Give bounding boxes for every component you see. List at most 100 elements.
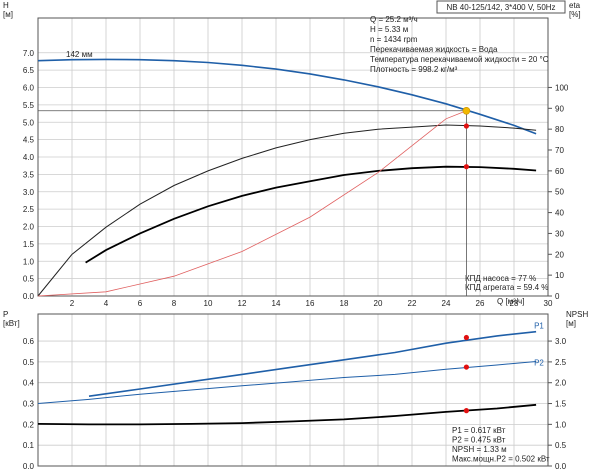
- top-y-right-tick-label: 100: [555, 83, 569, 92]
- top-y-right-tick-label: 20: [555, 250, 564, 259]
- power-marker: [463, 408, 469, 414]
- top-y-right-tick-label: 30: [555, 229, 564, 238]
- top-y-tick-label: 1.5: [23, 240, 35, 249]
- top-annotations: Q = 25.2 м³/чH = 5.33 мn = 1434 rpmПерек…: [370, 15, 549, 74]
- efficiency-marker: [463, 164, 469, 170]
- top-annotation-line: Плотность = 998.2 кг/м³: [370, 65, 458, 74]
- bottom-y-right-tick-label: 0.5: [555, 441, 567, 450]
- top-x-tick-label: 14: [272, 299, 281, 308]
- head-curve: [37, 58, 537, 135]
- top-y-right-tick-label: 50: [555, 188, 564, 197]
- efficiency-marker: [463, 123, 469, 129]
- top-y-right-tick-label: 60: [555, 167, 564, 176]
- bottom-y-tick-label: 0.3: [23, 400, 35, 409]
- top-x-tick-label: 6: [138, 299, 143, 308]
- top-y-right-tick-label: 80: [555, 125, 564, 134]
- top-y-tick-label: 5.5: [23, 101, 35, 110]
- bottom-frame: [37, 313, 549, 467]
- top-x-tick-label: 28: [510, 299, 519, 308]
- top-x-tick-label: 30: [544, 299, 553, 308]
- unit-efficiency-curve: [85, 165, 537, 264]
- bottom-annotation-line: Макс.мощн.P2 = 0.502 кВт: [452, 455, 550, 464]
- top-x-label: Q [м³/ч]: [497, 297, 524, 306]
- top-y-right-tick-label: 70: [555, 146, 564, 155]
- bottom-y-right-tick-label: 1.0: [555, 420, 567, 429]
- bottom-y-right-tick-label: 0.0: [555, 462, 567, 471]
- bottom-y-tick-label: 0.0: [23, 462, 35, 471]
- top-marks: [37, 58, 537, 297]
- top-x-tick-label: 18: [340, 299, 349, 308]
- top-y-right-tick-label: 10: [555, 271, 564, 280]
- bottom-y-tick-label: 0.4: [23, 379, 35, 388]
- top-frame: [37, 17, 549, 297]
- top-y-label-left-name: H: [3, 1, 9, 10]
- bottom-y-right-tick-label: 2.0: [555, 379, 567, 388]
- bottom-y-label-right-unit: [м]: [566, 319, 576, 328]
- top-y-tick-label: 6.0: [23, 84, 35, 93]
- top-x-tick-label: 20: [374, 299, 383, 308]
- bottom-y-right-tick-label: 2.5: [555, 358, 567, 367]
- efficiency-note: КПД насоса = 77 %: [465, 274, 536, 283]
- top-x-tick-label: 12: [238, 299, 247, 308]
- top-chart: NB 40-125/142, 3*400 V, 50Hz H [м] eta […: [3, 0, 581, 308]
- bottom-annotation-line: NPSH = 1.33 м: [452, 445, 507, 454]
- top-x-tick-label: 26: [476, 299, 485, 308]
- top-x-tick-label: 16: [306, 299, 315, 308]
- top-y-label-right-unit: [%]: [569, 10, 581, 19]
- top-x-tick-label: 22: [408, 299, 417, 308]
- top-grid: [37, 17, 552, 297]
- bottom-y-label-right-name: NPSH: [566, 310, 588, 319]
- top-y-right-tick-label: 0: [555, 292, 560, 301]
- bottom-y-tick-label: 0.5: [23, 358, 35, 367]
- top-y-tick-label: 4.0: [23, 153, 35, 162]
- power-marker: [463, 364, 469, 370]
- power-marker: [463, 334, 469, 341]
- top-y-tick-label: 4.5: [23, 136, 35, 145]
- top-annotation-line: H = 5.33 м: [370, 25, 408, 34]
- bottom-y-label-left-unit: [кВт]: [3, 319, 20, 328]
- top-y-tick-label: 1.0: [23, 257, 35, 266]
- duty-point-marker: [462, 106, 471, 115]
- bottom-y-right-tick-label: 1.5: [555, 400, 567, 409]
- p1-curve: [88, 330, 537, 397]
- top-annotation-line: n = 1434 rpm: [370, 35, 418, 44]
- top-x-tick-label: 10: [204, 299, 213, 308]
- top-y-label-left-unit: [м]: [3, 10, 13, 19]
- top-x-tick-label: 4: [104, 299, 109, 308]
- bottom-y-tick-label: 0.2: [23, 420, 35, 429]
- system-curve: [37, 110, 467, 297]
- top-annotation-line: Q = 25.2 м³/ч: [370, 15, 418, 24]
- efficiency-notes: КПД насоса = 77 %КПД агрегата = 59.4 %: [465, 274, 548, 292]
- pump-efficiency-curve: [37, 124, 537, 297]
- series-name-label: P1: [534, 322, 544, 331]
- top-y-tick-label: 3.5: [23, 170, 35, 179]
- bottom-ticks: 0.0 0.1 0.2 0.3 0.4 0.5 0.6 0.0 0.5 1.0 1.5 2.0 2.5 3…: [23, 337, 567, 471]
- top-y-right-tick-label: 90: [555, 104, 564, 113]
- top-y-tick-label: 7.0: [23, 49, 35, 58]
- model-title-box: [436, 0, 566, 14]
- top-y-tick-label: 6.5: [23, 66, 35, 75]
- top-title: NB 40-125/142, 3*400 V, 50Hz: [446, 3, 555, 12]
- top-y-label-right-name: eta: [569, 1, 581, 10]
- bottom-y-tick-label: 0.6: [23, 337, 35, 346]
- top-y-tick-label: 3.0: [23, 188, 35, 197]
- top-annotation-line: Температура перекачиваемой жидкости = 20…: [370, 55, 549, 64]
- top-y-tick-label: 0.0: [23, 292, 35, 301]
- bottom-marks: P1 P2: [37, 322, 544, 426]
- bottom-annotation-line: P2 = 0.475 кВт: [452, 436, 506, 445]
- top-x-tick-label: 2: [70, 299, 75, 308]
- top-y-right-tick-label: 40: [555, 209, 564, 218]
- bottom-y-right-tick-label: 3.0: [555, 337, 567, 346]
- top-y-tick-label: 2.0: [23, 223, 35, 232]
- series-name-label: P2: [534, 358, 544, 367]
- top-x-tick-label: 24: [442, 299, 451, 308]
- bottom-annotation-line: P1 = 0.617 кВт: [452, 426, 506, 435]
- top-ticks: 2 4 6 8 10 12 14 16 18 20 22 24 26 28 300.00.51.01.52.…: [23, 49, 569, 308]
- impeller-label: 142 мм: [66, 50, 93, 59]
- top-y-tick-label: 2.5: [23, 205, 35, 214]
- bottom-y-tick-label: 0.1: [23, 441, 35, 450]
- bottom-y-label-left-name: P: [3, 310, 8, 319]
